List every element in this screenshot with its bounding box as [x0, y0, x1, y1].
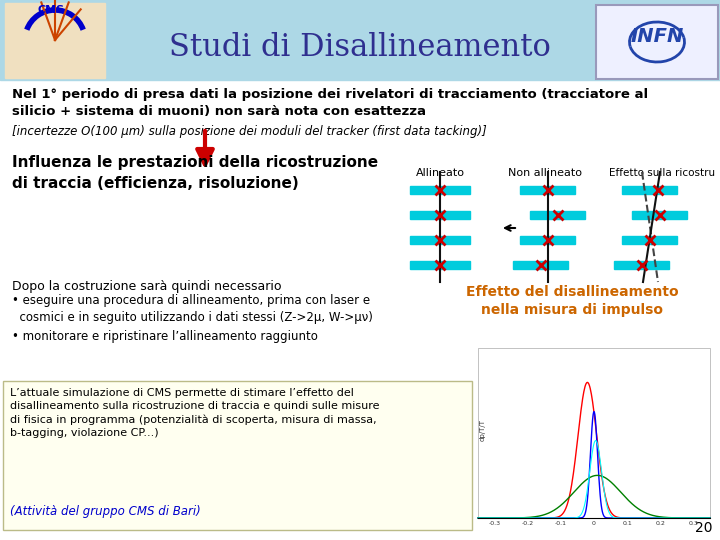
Text: 0.3: 0.3: [688, 521, 698, 526]
Text: • eseguire una procedura di allineamento, prima con laser e
  cosmici e in segui: • eseguire una procedura di allineamento…: [12, 294, 373, 324]
Text: dp/T/T: dp/T/T: [480, 419, 486, 441]
Bar: [410, 186, 470, 194]
Text: [incertezze O(100 μm) sulla posizione dei moduli del tracker (first data tacking: [incertezze O(100 μm) sulla posizione de…: [12, 125, 487, 138]
Text: (Attività del gruppo CMS di Bari): (Attività del gruppo CMS di Bari): [10, 505, 201, 518]
Text: Dopo la costruzione sarà quindi necessario: Dopo la costruzione sarà quindi necessar…: [12, 280, 282, 293]
Bar: [410, 236, 470, 244]
Bar: [520, 236, 575, 244]
Text: -0.2: -0.2: [522, 521, 534, 526]
Bar: [530, 211, 585, 219]
Bar: [622, 236, 677, 244]
Text: CMS: CMS: [38, 5, 65, 15]
Text: Studi di Disallineamento: Studi di Disallineamento: [169, 32, 551, 64]
Bar: [513, 261, 568, 269]
Bar: [0, 0, 720, 80]
Text: • monitorare e ripristinare l’allineamento raggiunto: • monitorare e ripristinare l’allineamen…: [12, 330, 318, 343]
Bar: [410, 261, 470, 269]
Text: Allineato: Allineato: [415, 168, 464, 178]
Text: -0.1: -0.1: [555, 521, 567, 526]
Text: 20: 20: [695, 521, 712, 535]
Text: 0.2: 0.2: [655, 521, 665, 526]
Text: Effetto sulla ricostru: Effetto sulla ricostru: [609, 168, 715, 178]
Bar: [632, 211, 687, 219]
Bar: [622, 186, 677, 194]
Text: 0.1: 0.1: [622, 521, 632, 526]
Text: Influenza le prestazioni della ricostruzione
di traccia (efficienza, risoluzione: Influenza le prestazioni della ricostruz…: [12, 155, 378, 191]
Bar: [614, 261, 669, 269]
FancyBboxPatch shape: [3, 381, 472, 530]
Text: Effetto del disallineamento
nella misura di impulso: Effetto del disallineamento nella misura…: [466, 285, 678, 318]
Text: INFN: INFN: [630, 26, 684, 45]
Bar: [410, 211, 470, 219]
Text: Nel 1° periodo di presa dati la posizione dei rivelatori di tracciamento (tracci: Nel 1° periodo di presa dati la posizion…: [12, 88, 648, 118]
Bar: [5, 3, 105, 78]
Text: Non allineato: Non allineato: [508, 168, 582, 178]
Text: L’attuale simulazione di CMS permette di stimare l’effetto del
disallineamento s: L’attuale simulazione di CMS permette di…: [10, 388, 379, 438]
FancyBboxPatch shape: [596, 5, 718, 79]
Text: -0.3: -0.3: [488, 521, 500, 526]
Text: 0: 0: [592, 521, 596, 526]
Bar: [478, 348, 710, 518]
Bar: [520, 186, 575, 194]
